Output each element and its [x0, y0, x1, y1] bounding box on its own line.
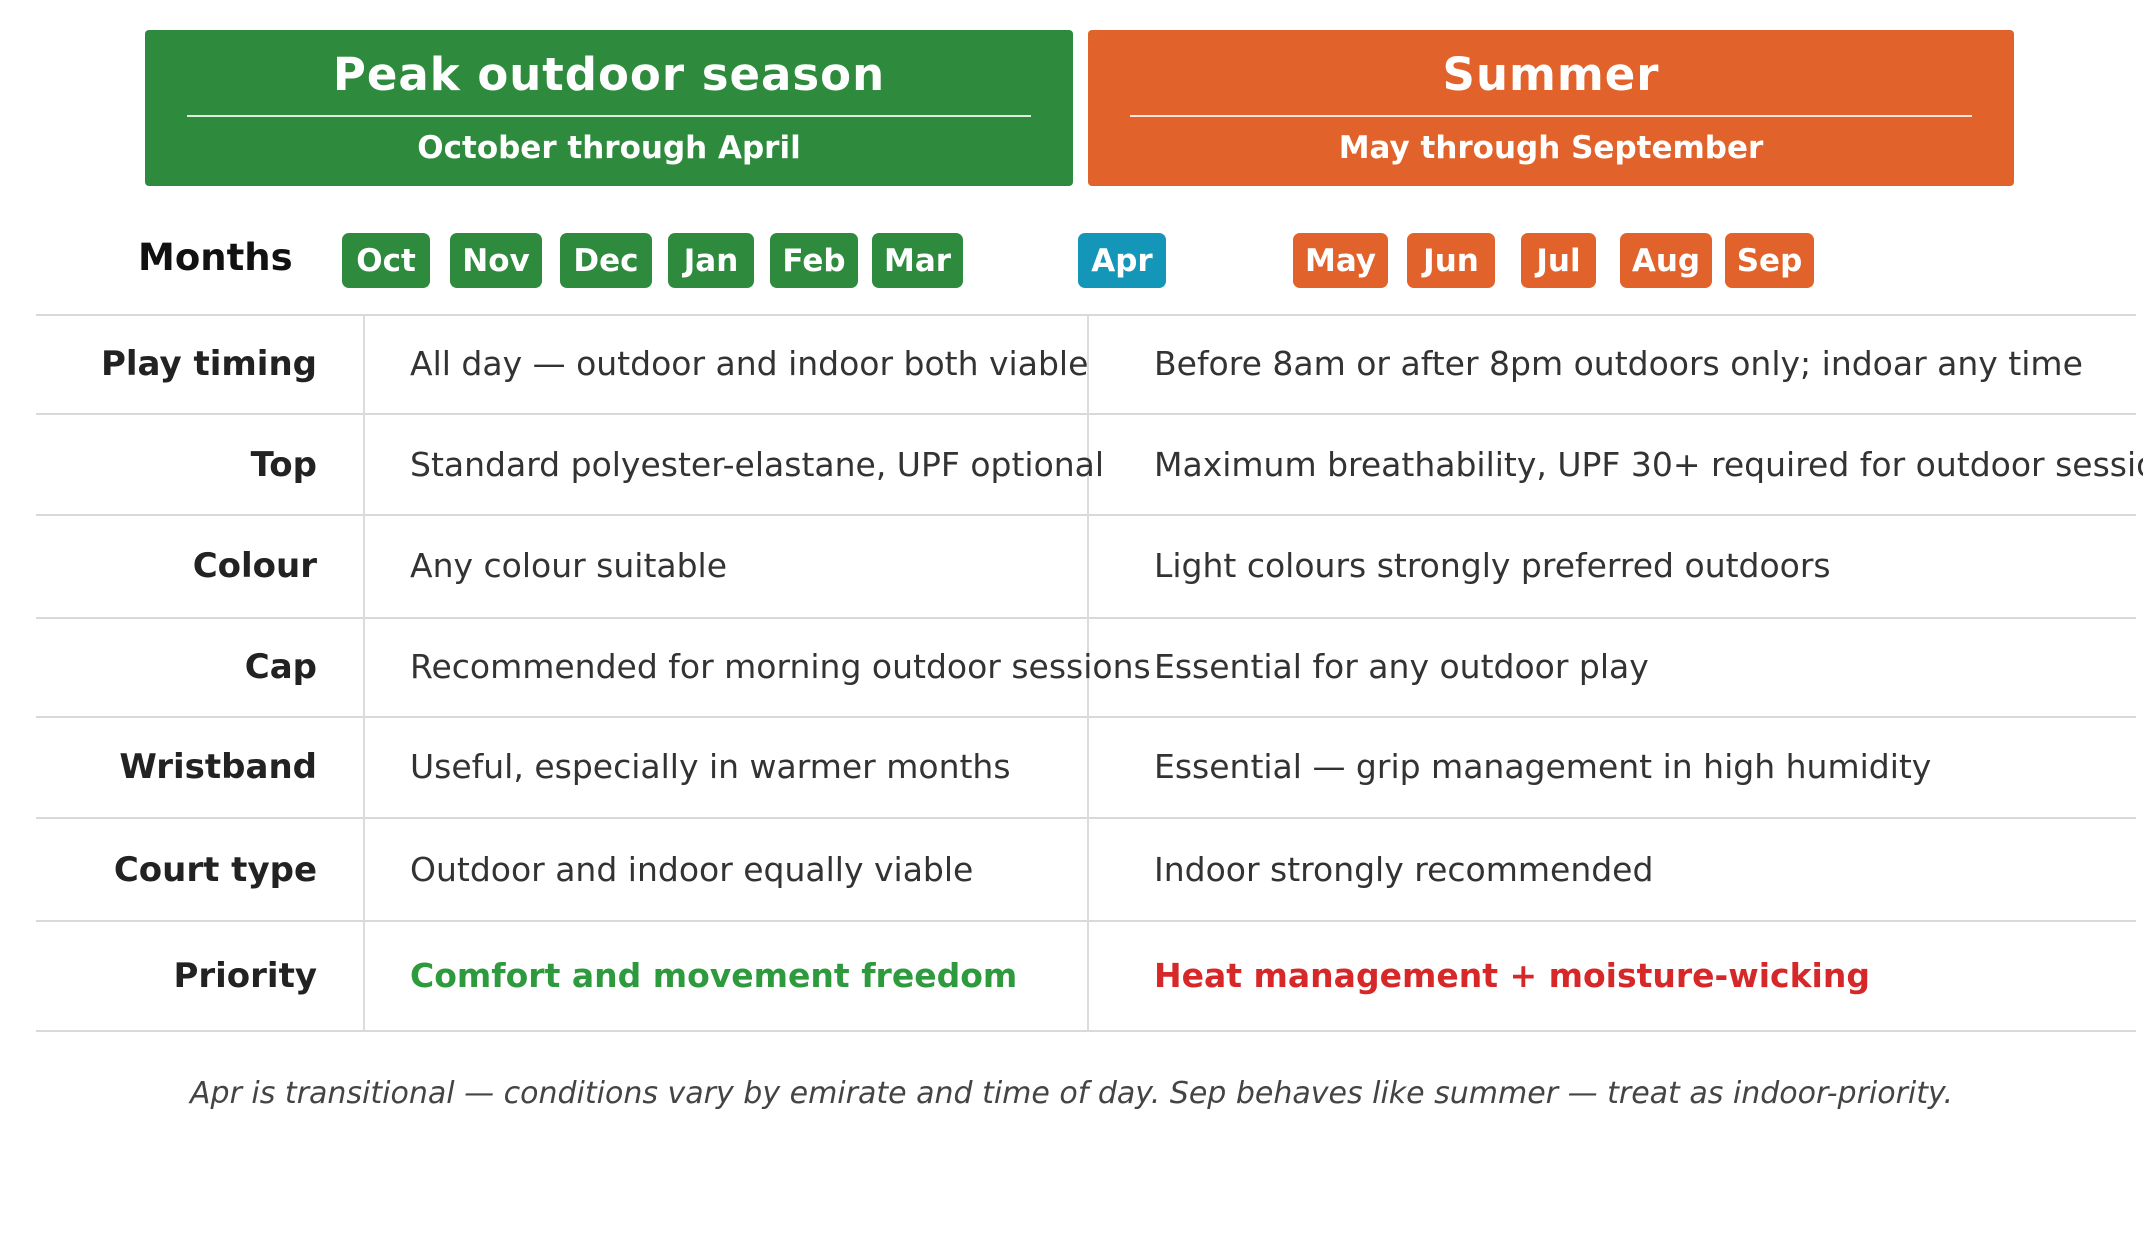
month-pill-feb: Feb: [770, 233, 858, 288]
row-label-priority: Priority: [173, 956, 317, 996]
row-label-play-timing: Play timing: [100, 344, 317, 384]
summer-cell-priority: Heat management + moisture-wicking: [1154, 956, 1870, 995]
month-pill-jul: Jul: [1521, 233, 1596, 288]
table-rule: [36, 413, 2136, 415]
summer-cell-court-type: Indoor strongly recommended: [1154, 850, 1654, 889]
month-pill-mar: Mar: [872, 233, 963, 288]
peak-cell-court-type: Outdoor and indoor equally viable: [410, 850, 974, 889]
table-rule: [36, 920, 2136, 922]
peak-season-header: Peak outdoor season October through Apri…: [145, 30, 1073, 186]
row-label-cap: Cap: [244, 647, 317, 687]
row-label-wristband: Wristband: [119, 747, 317, 787]
row-label-colour: Colour: [192, 546, 317, 586]
row-label-court-type: Court type: [113, 850, 317, 890]
row-label-top: Top: [250, 445, 317, 485]
summer-cell-colour: Light colours strongly preferred outdoor…: [1154, 546, 1831, 585]
month-pill-may: May: [1293, 233, 1388, 288]
month-pill-apr: Apr: [1078, 233, 1166, 288]
month-pill-jan: Jan: [668, 233, 754, 288]
table-rule: [36, 817, 2136, 819]
summer-cell-cap: Essential for any outdoor play: [1154, 647, 1649, 686]
peak-cell-top: Standard polyester-elastane, UPF optiona…: [410, 445, 1105, 484]
month-pill-nov: Nov: [450, 233, 542, 288]
summer-season-title: Summer: [1442, 48, 1660, 101]
table-rule: [36, 514, 2136, 516]
table-column-divider: [1087, 316, 1089, 1032]
peak-season-title: Peak outdoor season: [332, 48, 886, 101]
month-pill-jun: Jun: [1407, 233, 1495, 288]
peak-cell-play-timing: All day — outdoor and indoor both viable: [410, 344, 1089, 383]
summer-cell-play-timing: Before 8am or after 8pm outdoors only; i…: [1154, 344, 2083, 383]
table-rule: [36, 716, 2136, 718]
peak-cell-priority: Comfort and movement freedom: [410, 956, 1018, 995]
summer-cell-wristband: Essential — grip management in high humi…: [1154, 747, 1932, 786]
peak-cell-cap: Recommended for morning outdoor sessions: [410, 647, 1151, 686]
months-label: Months: [138, 236, 293, 279]
summer-season-header: Summer May through September: [1088, 30, 2014, 186]
footnote: Apr is transitional — conditions vary by…: [190, 1076, 1953, 1111]
month-pill-sep: Sep: [1725, 233, 1814, 288]
peak-season-divider: [187, 115, 1031, 117]
table-rule-bottom: [36, 1030, 2136, 1032]
month-pill-oct: Oct: [342, 233, 430, 288]
summer-season-divider: [1130, 115, 1972, 117]
peak-season-subtitle: October through April: [417, 130, 801, 166]
table-column-divider: [363, 316, 365, 1032]
table-rule-top: [36, 314, 2136, 316]
month-pill-aug: Aug: [1620, 233, 1712, 288]
summer-cell-top: Maximum breathability, UPF 30+ required …: [1154, 445, 2143, 484]
peak-cell-colour: Any colour suitable: [410, 546, 728, 585]
summer-season-subtitle: May through September: [1338, 130, 1764, 166]
peak-cell-wristband: Useful, especially in warmer months: [410, 747, 1011, 786]
month-pill-dec: Dec: [560, 233, 652, 288]
table-rule: [36, 617, 2136, 619]
